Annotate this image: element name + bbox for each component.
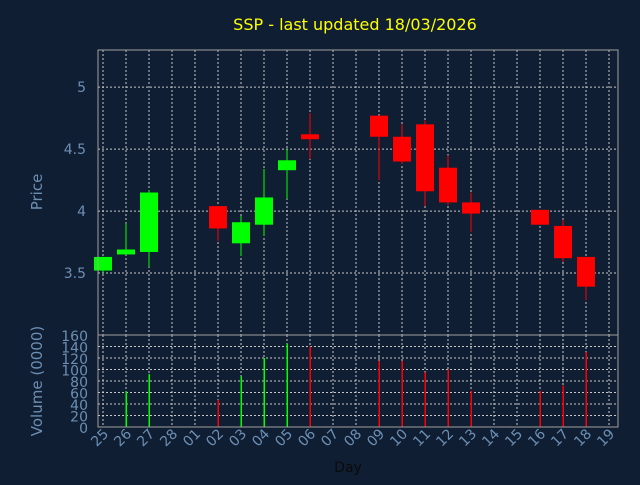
day-tick-label: 28 bbox=[157, 426, 181, 450]
candle-body bbox=[370, 115, 388, 137]
volume-bar bbox=[125, 391, 127, 427]
volume-ytick-label: 40 bbox=[70, 398, 88, 414]
candle-body bbox=[278, 160, 296, 171]
day-tick-label: 15 bbox=[502, 426, 526, 450]
chart-title: SSP - last updated 18/03/2026 bbox=[233, 15, 477, 34]
volume-ytick-label: 20 bbox=[70, 410, 88, 426]
volume-bar bbox=[539, 390, 541, 427]
day-axis-label: Day bbox=[334, 460, 362, 476]
volume-ytick-label: 120 bbox=[61, 352, 88, 368]
candle-body bbox=[439, 167, 457, 203]
day-tick-label: 03 bbox=[226, 426, 250, 450]
day-tick-label: 01 bbox=[180, 426, 204, 450]
day-tick-label: 08 bbox=[341, 426, 365, 450]
volume-plot-frame bbox=[97, 334, 619, 428]
volume-ytick-label: 60 bbox=[70, 387, 88, 403]
volume-bar bbox=[263, 358, 265, 427]
day-tick-label: 13 bbox=[456, 426, 480, 450]
candle-body bbox=[255, 197, 273, 225]
candle-body bbox=[301, 134, 319, 140]
day-tick-label: 26 bbox=[111, 426, 135, 450]
candle-body bbox=[393, 136, 411, 162]
volume-bar bbox=[470, 390, 472, 427]
volume-bar bbox=[286, 343, 288, 427]
price-plot-frame bbox=[97, 49, 619, 336]
volume-bar bbox=[148, 374, 150, 427]
price-candles bbox=[94, 113, 595, 301]
volume-bars bbox=[125, 343, 587, 427]
volume-bar bbox=[585, 352, 587, 427]
volume-ytick-label: 100 bbox=[61, 364, 88, 380]
candle-body bbox=[94, 256, 112, 271]
day-tick-label: 18 bbox=[571, 426, 595, 450]
day-tick-label: 17 bbox=[548, 426, 572, 450]
volume-bar bbox=[240, 376, 242, 427]
candle-body bbox=[462, 202, 480, 214]
volume-bar bbox=[401, 360, 403, 427]
price-ytick-label: 5 bbox=[77, 80, 86, 96]
day-tick-label: 27 bbox=[134, 426, 158, 450]
day-tick-label: 12 bbox=[433, 426, 457, 450]
day-tick-label: 06 bbox=[295, 426, 319, 450]
day-tick-label: 16 bbox=[525, 426, 549, 450]
candle-body bbox=[232, 222, 250, 244]
volume-ytick-label: 160 bbox=[61, 329, 88, 345]
day-tick-label: 09 bbox=[364, 426, 388, 450]
candle-body bbox=[140, 192, 158, 252]
day-tick-labels: 25 26 27 28 01 02 03 04 05 06 07 08 09 10 11 12 13 14 15 16… bbox=[88, 426, 618, 450]
candle-body bbox=[554, 225, 572, 259]
candle-body bbox=[209, 206, 227, 229]
day-tick-label: 11 bbox=[410, 426, 434, 450]
volume-ytick-label: 140 bbox=[61, 341, 88, 357]
candle-body bbox=[531, 209, 549, 225]
day-tick-label: 25 bbox=[88, 426, 112, 450]
day-tick-label: 07 bbox=[318, 426, 342, 450]
volume-ytick-label: 0 bbox=[79, 421, 88, 437]
price-ytick-labels: 3.5 4 4.5 5 bbox=[64, 80, 86, 282]
day-tick-label: 10 bbox=[387, 426, 411, 450]
price-ytick-label: 4.5 bbox=[64, 142, 86, 158]
day-tick-label: 05 bbox=[272, 426, 296, 450]
candle-body bbox=[577, 256, 595, 287]
volume-bar bbox=[217, 399, 219, 427]
volume-bar bbox=[447, 369, 449, 427]
candle-body bbox=[117, 249, 135, 255]
volume-bar bbox=[309, 346, 311, 427]
price-axis-label: Price bbox=[28, 174, 46, 211]
volume-bar bbox=[378, 360, 380, 427]
volume-axis-label: Volume (0000) bbox=[28, 326, 46, 436]
candle-body bbox=[416, 124, 434, 192]
price-grid bbox=[98, 50, 618, 335]
day-tick-label: 02 bbox=[203, 426, 227, 450]
price-ytick-label: 4 bbox=[77, 204, 86, 220]
price-ytick-label: 3.5 bbox=[64, 266, 86, 282]
volume-bar bbox=[562, 385, 564, 427]
day-tick-label: 14 bbox=[479, 426, 503, 450]
day-tick-label: 19 bbox=[594, 426, 618, 450]
volume-bar bbox=[424, 372, 426, 427]
day-tick-label: 04 bbox=[249, 426, 273, 450]
volume-ytick-label: 80 bbox=[70, 375, 88, 391]
